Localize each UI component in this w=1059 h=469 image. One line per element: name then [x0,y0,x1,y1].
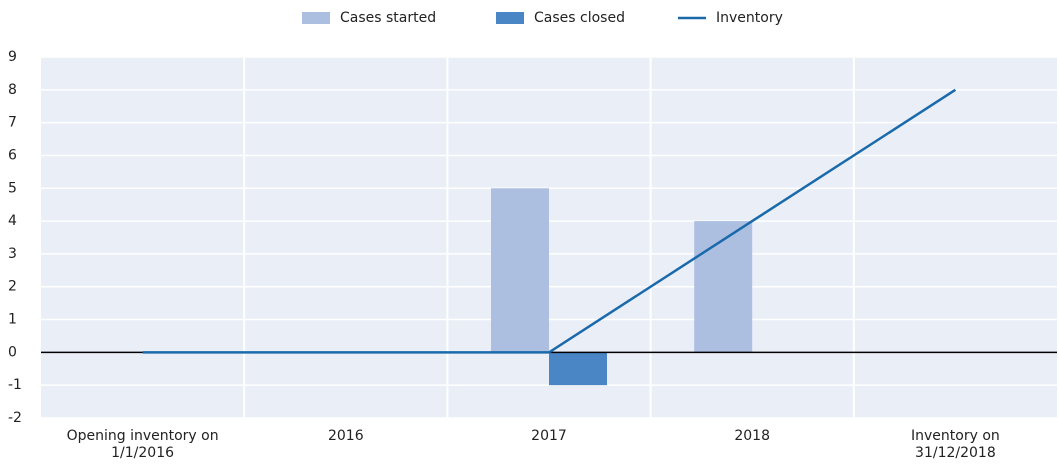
y-tick-label: 9 [8,49,17,65]
y-tick-label: 0 [8,344,17,360]
x-tick-label: Opening inventory on 1/1/2016 [66,428,219,461]
x-tick-label: Inventory on 31/12/2018 [911,428,1000,461]
x-tick-label: 2016 [327,428,364,444]
y-tick-label: 4 [8,213,17,229]
legend-label: Cases closed [534,10,625,26]
bar [694,221,753,353]
legend-label: Inventory [716,10,783,26]
bar [491,188,549,353]
x-tick-label: 2018 [734,428,770,444]
y-tick-label: 8 [8,82,17,98]
legend-label: Cases started [340,10,436,26]
legend-swatch [302,12,330,24]
y-tick-label: 1 [8,312,17,328]
bar [549,352,607,386]
category-separators [243,57,855,418]
y-tick-label: 6 [8,147,17,163]
y-tick-label: 7 [8,115,17,131]
legend-swatch [496,12,524,24]
y-tick-label: 2 [8,279,17,295]
y-tick-label: -2 [8,410,22,426]
y-tick-label: 3 [8,246,17,262]
y-tick-label: 5 [8,180,17,196]
x-tick-label: 2017 [531,428,567,444]
y-tick-label: -1 [8,377,22,393]
line [142,88,957,354]
